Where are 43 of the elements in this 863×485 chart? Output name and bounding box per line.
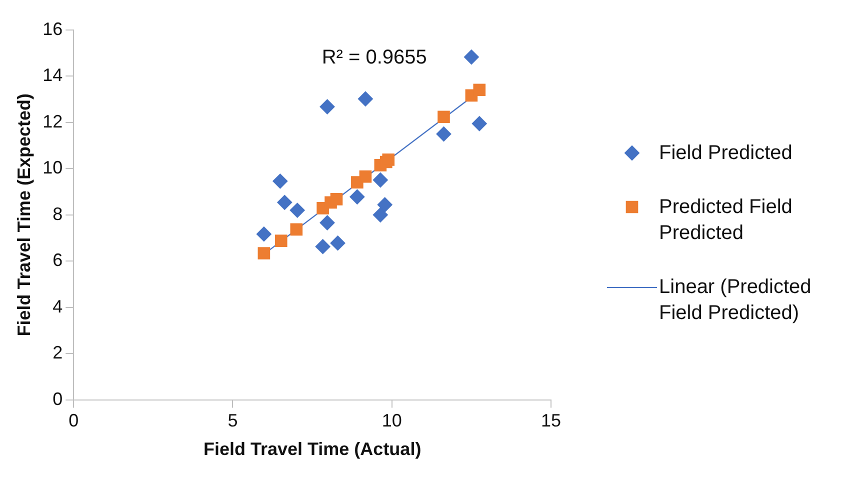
y-tick-label: 14 — [42, 65, 63, 86]
y-axis-title: Field Travel Time (Expected) — [14, 94, 34, 336]
point — [320, 99, 335, 114]
x-axis-title: Field Travel Time (Actual) — [203, 439, 422, 460]
y-tick-label: 6 — [52, 250, 63, 270]
point — [290, 202, 305, 218]
point — [473, 84, 486, 96]
point — [436, 126, 452, 142]
y-tick-label: 0 — [52, 388, 63, 409]
point — [372, 207, 388, 222]
point — [277, 194, 292, 210]
point — [372, 172, 388, 188]
point — [438, 110, 450, 124]
legend-label: Field Predicted — [659, 141, 792, 166]
y-tick-label: 4 — [52, 296, 63, 316]
y-tick-label: 12 — [42, 111, 63, 132]
y-tick-label: 8 — [52, 204, 63, 224]
point — [256, 226, 272, 242]
legend-label: Linear (Predicted Field Predicted) — [659, 275, 812, 326]
point — [272, 174, 288, 189]
x-tick-label: 0 — [68, 410, 79, 431]
point — [320, 215, 335, 230]
y-tick-label: 2 — [52, 342, 63, 363]
x-tick-label: 10 — [382, 410, 402, 431]
point — [330, 193, 343, 206]
point — [258, 247, 270, 260]
legend-label: Predicted Field Predicted — [659, 195, 794, 246]
y-tick-label: 16 — [42, 18, 63, 39]
point — [464, 50, 479, 65]
y-tick-label: 10 — [42, 158, 63, 178]
point — [359, 170, 372, 183]
point — [274, 234, 288, 247]
point — [330, 236, 346, 251]
point — [358, 91, 373, 106]
point — [377, 197, 392, 212]
point — [350, 189, 365, 204]
x-tick-label: 5 — [228, 410, 238, 431]
annotation: R² = 0.9655 — [322, 46, 427, 69]
point — [315, 239, 330, 254]
point — [472, 116, 487, 132]
point — [290, 223, 303, 236]
point — [382, 154, 395, 166]
x-tick-label: 15 — [540, 410, 562, 431]
